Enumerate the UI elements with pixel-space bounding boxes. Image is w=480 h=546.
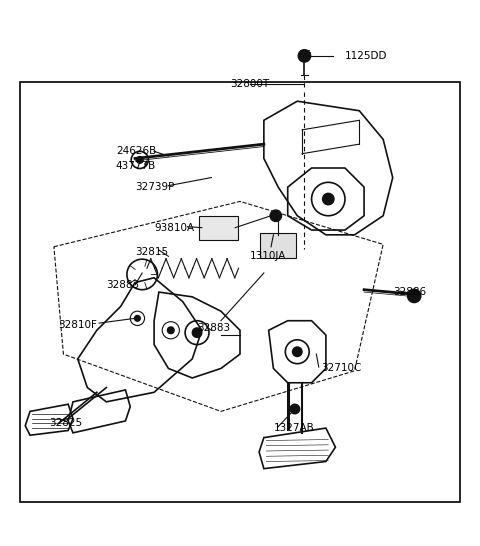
Text: 32886: 32886 [393,287,426,297]
Circle shape [290,404,300,414]
Text: 32825: 32825 [49,418,82,428]
Text: 32810F: 32810F [59,321,97,330]
Circle shape [192,328,202,337]
Circle shape [134,316,140,321]
Text: 43777B: 43777B [116,161,156,170]
Text: 24626B: 24626B [116,146,156,156]
Text: 1310JA: 1310JA [250,251,286,262]
Circle shape [323,193,334,205]
Text: 1125DD: 1125DD [345,51,387,61]
Circle shape [136,157,143,163]
Circle shape [408,289,421,302]
Text: 32883: 32883 [107,280,140,290]
Text: 32710C: 32710C [321,364,361,373]
Circle shape [298,50,311,62]
Text: 32815: 32815 [135,247,168,257]
Circle shape [292,347,302,357]
FancyBboxPatch shape [260,233,296,258]
Circle shape [168,327,174,334]
FancyBboxPatch shape [199,216,238,240]
Text: 93810A: 93810A [154,223,194,233]
Text: 32739P: 32739P [135,182,174,192]
Circle shape [270,210,281,222]
Text: 32800T: 32800T [230,80,269,90]
Text: 1327AB: 1327AB [274,423,314,433]
Text: 32883: 32883 [197,323,230,333]
